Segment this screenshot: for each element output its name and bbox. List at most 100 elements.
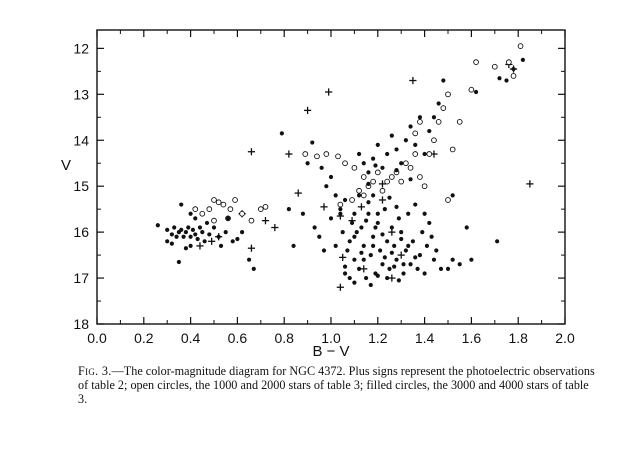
plus-point	[247, 148, 256, 156]
filled-circle-point	[371, 243, 376, 249]
filled-circle-point	[422, 271, 427, 276]
data-points	[155, 43, 534, 291]
filled-circle-point	[347, 239, 352, 244]
x-tick-label: 0.4	[181, 330, 201, 346]
filled-circle-point	[155, 223, 160, 228]
filled-circle-point	[401, 271, 406, 276]
filled-circle-point	[352, 280, 357, 285]
plus-point	[208, 237, 216, 245]
y-tick-label: 13	[73, 86, 89, 102]
filled-circle-point	[347, 275, 352, 281]
filled-circle-point	[183, 230, 189, 235]
filled-circle-point	[406, 211, 411, 216]
filled-circle-point	[392, 264, 397, 269]
filled-circle-point	[279, 131, 284, 136]
plus-point	[388, 274, 396, 282]
filled-circle-point	[364, 218, 369, 223]
open-circle-point	[412, 151, 419, 157]
filled-circle-point	[399, 230, 404, 235]
filled-circle-point	[441, 78, 446, 83]
filled-circle-point	[380, 165, 385, 170]
filled-circle-point	[389, 225, 394, 230]
open-circle-point	[323, 151, 330, 157]
filled-circle-point	[310, 140, 315, 145]
filled-circle-point	[342, 271, 348, 276]
open-circle-point	[435, 119, 442, 125]
plus-point	[336, 283, 344, 291]
x-tick-label: 1.4	[415, 330, 435, 346]
filled-circle-point	[207, 232, 212, 237]
open-circle-point	[199, 210, 206, 217]
filled-circle-point	[366, 211, 371, 216]
figure-caption: Fig. 3.—The color-magnitude diagram for …	[78, 364, 598, 406]
y-tick-label: 16	[73, 224, 89, 240]
filled-circle-point	[202, 239, 207, 244]
filled-circle-point	[354, 230, 359, 235]
filled-circle-point	[361, 161, 366, 166]
open-circle-point	[211, 197, 217, 203]
filled-circle-point	[286, 207, 291, 212]
filled-circle-point	[436, 101, 441, 106]
filled-circle-point	[382, 255, 387, 260]
filled-circle-point	[188, 234, 193, 239]
filled-circle-point	[179, 202, 184, 207]
open-circle-point	[426, 151, 433, 157]
filled-circle-point	[179, 227, 184, 232]
open-circle-point	[342, 160, 348, 167]
filled-circle-point	[165, 239, 170, 244]
filled-circle-point	[396, 278, 401, 283]
filled-circle-point	[434, 248, 439, 253]
filled-circle-point	[389, 133, 394, 138]
open-circle-point	[335, 153, 341, 160]
filled-circle-point	[352, 211, 357, 216]
plus-point	[357, 203, 366, 211]
plus-point	[261, 217, 270, 225]
x-tick-label: 0.0	[87, 330, 107, 346]
filled-circle-point	[427, 220, 432, 226]
filled-circle-point	[211, 225, 217, 230]
plus-point	[360, 265, 368, 273]
filled-circle-point	[371, 193, 376, 198]
open-circle-point	[215, 199, 222, 206]
open-circle-point	[248, 217, 255, 224]
plus-point	[247, 244, 256, 252]
plus-point	[285, 150, 293, 158]
filled-circle-point	[406, 243, 411, 249]
filled-circle-point	[225, 216, 231, 221]
filled-circle-point	[186, 225, 191, 230]
filled-circle-point	[356, 151, 362, 157]
open-circle-point	[356, 187, 362, 194]
y-tick-label: 18	[73, 316, 89, 332]
y-tick-label: 17	[73, 270, 89, 286]
filled-circle-point	[396, 216, 401, 221]
filled-circle-point	[183, 246, 189, 251]
filled-circle-point	[340, 230, 345, 235]
filled-circle-point	[464, 225, 469, 230]
filled-circle-point	[239, 230, 245, 235]
filled-circle-point	[371, 234, 376, 239]
filled-circle-point	[342, 264, 348, 269]
filled-circle-point	[408, 177, 413, 182]
filled-circle-point	[424, 243, 430, 249]
open-circle-point	[370, 178, 376, 185]
filled-circle-point	[410, 239, 415, 244]
open-circle-point	[314, 153, 320, 160]
filled-circle-point	[450, 193, 455, 198]
filled-circle-point	[317, 234, 322, 239]
plus-point	[397, 251, 405, 259]
filled-circle-point	[403, 248, 408, 253]
filled-circle-point	[366, 181, 371, 186]
x-tick-label: 0.6	[228, 330, 248, 346]
filled-circle-point	[389, 250, 394, 255]
filled-circle-point	[368, 282, 373, 288]
filled-circle-point	[165, 227, 170, 232]
open-circle-point	[491, 63, 498, 70]
filled-circle-point	[193, 232, 198, 237]
filled-circle-point	[200, 230, 205, 235]
plus-point	[526, 180, 534, 188]
filled-circle-point	[359, 250, 364, 255]
caption-label: Fig. 3.	[78, 364, 112, 378]
open-circle-point	[431, 137, 437, 144]
filled-circle-point	[361, 257, 366, 262]
filled-circle-point	[399, 161, 404, 166]
